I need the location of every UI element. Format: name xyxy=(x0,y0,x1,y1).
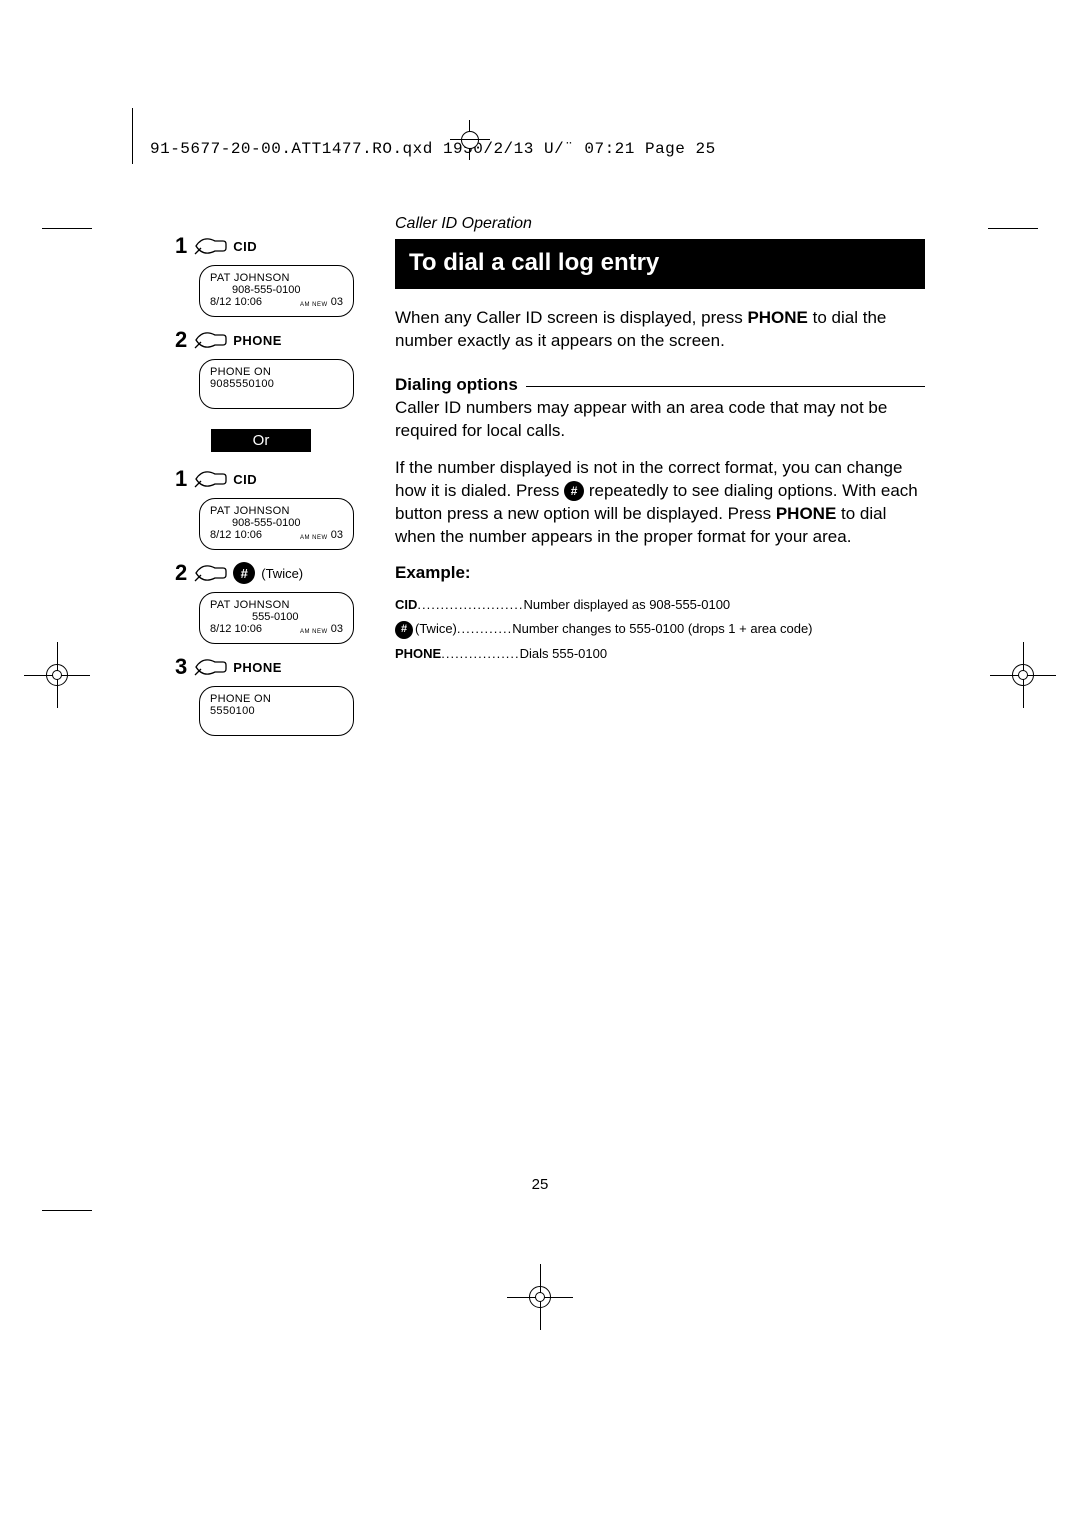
section-label: Caller ID Operation xyxy=(395,215,925,233)
content-column: Caller ID Operation To dial a call log e… xyxy=(395,215,925,667)
hand-press-icon xyxy=(193,656,227,678)
example-key: PHONE xyxy=(395,642,441,667)
text-bold: PHONE xyxy=(776,504,836,523)
trim-rule xyxy=(988,228,1038,229)
screen-date: 8/12 10:06 xyxy=(210,529,262,541)
leader-dots: ....................... xyxy=(417,593,523,618)
leader-dots: ................. xyxy=(441,642,519,667)
screen-flag: AM NEW xyxy=(300,302,328,308)
phone-screen: PAT JOHNSON 908-555-0100 8/12 10:06 AM N… xyxy=(199,265,354,317)
step-1-cid: 1 CID PAT JOHNSON 908-555-0100 8/12 10:0… xyxy=(175,233,375,317)
subheading: Dialing options xyxy=(395,375,526,395)
example-key: (Twice) xyxy=(415,617,457,642)
example-table: CID .......................Number displa… xyxy=(395,593,925,667)
text: When any Caller ID screen is displayed, … xyxy=(395,308,747,327)
phone-screen: PHONE ON 9085550100 xyxy=(199,359,354,409)
screen-line: 8/12 10:06 AM NEW 03 xyxy=(210,529,343,541)
screen-flag: AM NEW xyxy=(300,535,328,541)
step-2-pound: 2 # (Twice) PAT JOHNSON 555-0100 8/12 10… xyxy=(175,560,375,644)
trim-rule xyxy=(132,108,133,164)
or-divider: Or xyxy=(211,429,311,452)
phone-screen: PAT JOHNSON 555-0100 8/12 10:06 AM NEW 0… xyxy=(199,592,354,644)
screen-line: 8/12 10:06 AM NEW 03 xyxy=(210,296,343,308)
screen-count: 03 xyxy=(331,296,343,308)
screen-flag: AM NEW xyxy=(300,629,328,635)
step-label: CID xyxy=(233,472,257,487)
screen-date: 8/12 10:06 xyxy=(210,296,262,308)
example-row: PHONE .................Dials 555-0100 xyxy=(395,642,925,667)
pound-key-icon: # xyxy=(564,481,584,501)
hand-press-icon xyxy=(193,562,227,584)
step-sublabel: (Twice) xyxy=(261,566,303,581)
step-2-phone: 2 PHONE PHONE ON 9085550100 xyxy=(175,327,375,409)
step-3-phone: 3 PHONE PHONE ON 5550100 xyxy=(175,654,375,736)
registration-mark-icon xyxy=(30,648,84,702)
screen-line: PAT JOHNSON xyxy=(210,272,343,284)
step-number: 2 xyxy=(175,560,187,586)
text-bold: PHONE xyxy=(747,308,807,327)
leader-dots: ............ xyxy=(457,617,512,642)
page-number: 25 xyxy=(0,1176,1080,1193)
page: 91-5677-20-00.ATT1477.RO.qxd 1950/2/13 U… xyxy=(0,0,1080,1528)
example-value: Number displayed as 908-555-0100 xyxy=(523,593,730,618)
page-title: To dial a call log entry xyxy=(395,239,925,289)
trim-rule xyxy=(42,1210,92,1211)
hand-press-icon xyxy=(193,468,227,490)
screen-line: 908-555-0100 xyxy=(210,284,343,296)
screen-count: 03 xyxy=(331,623,343,635)
pound-key-icon: # xyxy=(233,562,255,584)
screen-line: 9085550100 xyxy=(210,378,343,390)
screen-date: 8/12 10:06 xyxy=(210,623,262,635)
screen-line: PAT JOHNSON xyxy=(210,505,343,517)
screen-count: 03 xyxy=(331,529,343,541)
hand-press-icon xyxy=(193,329,227,351)
example-value: Number changes to 555-0100 (drops 1 + ar… xyxy=(512,617,812,642)
registration-mark-icon xyxy=(513,1270,567,1324)
screen-line: 908-555-0100 xyxy=(210,517,343,529)
step-label: PHONE xyxy=(233,660,282,675)
registration-mark-icon xyxy=(996,648,1050,702)
screen-line: PHONE ON xyxy=(210,693,343,705)
example-key: CID xyxy=(395,593,417,618)
screen-line: 5550100 xyxy=(210,705,343,717)
phone-screen: PAT JOHNSON 908-555-0100 8/12 10:06 AM N… xyxy=(199,498,354,550)
screen-line: 8/12 10:06 AM NEW 03 xyxy=(210,623,343,635)
step-number: 1 xyxy=(175,466,187,492)
screen-line: PAT JOHNSON xyxy=(210,599,343,611)
screen-line: PHONE ON xyxy=(210,366,343,378)
step-number: 1 xyxy=(175,233,187,259)
step-number: 3 xyxy=(175,654,187,680)
step-number: 2 xyxy=(175,327,187,353)
subheading-wrap: Dialing options xyxy=(395,375,925,387)
step-1b-cid: 1 CID PAT JOHNSON 908-555-0100 8/12 10:0… xyxy=(175,466,375,550)
hand-press-icon xyxy=(193,235,227,257)
steps-column: 1 CID PAT JOHNSON 908-555-0100 8/12 10:0… xyxy=(175,225,375,746)
step-label: CID xyxy=(233,239,257,254)
crop-mark-top-icon xyxy=(458,128,482,152)
example-row: # (Twice)............Number changes to 5… xyxy=(395,617,925,642)
example-value: Dials 555-0100 xyxy=(520,642,607,667)
pound-key-icon: # xyxy=(395,621,413,639)
paragraph: If the number displayed is not in the co… xyxy=(395,457,925,549)
print-header: 91-5677-20-00.ATT1477.RO.qxd 1950/2/13 U… xyxy=(150,140,716,158)
example-row: CID .......................Number displa… xyxy=(395,593,925,618)
phone-screen: PHONE ON 5550100 xyxy=(199,686,354,736)
trim-rule xyxy=(42,228,92,229)
example-heading: Example: xyxy=(395,563,925,583)
paragraph: Caller ID numbers may appear with an are… xyxy=(395,397,925,443)
step-label: PHONE xyxy=(233,333,282,348)
screen-line: 555-0100 xyxy=(210,611,343,623)
paragraph: When any Caller ID screen is displayed, … xyxy=(395,307,925,353)
